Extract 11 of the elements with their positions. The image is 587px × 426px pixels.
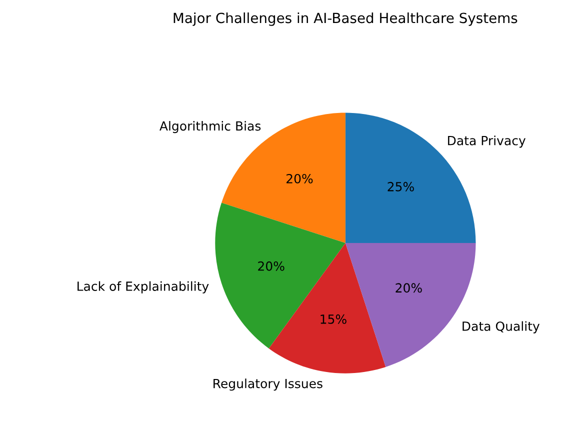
data-label: 15% [320,314,346,324]
data-label: 20% [396,283,422,293]
slice-label: Data Privacy [448,136,526,148]
data-label: 20% [258,261,284,271]
slice-label: Regulatory Issues [214,378,322,391]
chart-title: Major Challenges in AI-Based Healthcare Systems [174,12,518,26]
slice-label: Algorithmic Bias [160,121,261,134]
data-label: 25% [388,182,414,192]
slice-label: Lack of Explainability [78,281,209,294]
data-label: 20% [286,174,313,184]
slice-label: Data Quality [462,321,540,334]
